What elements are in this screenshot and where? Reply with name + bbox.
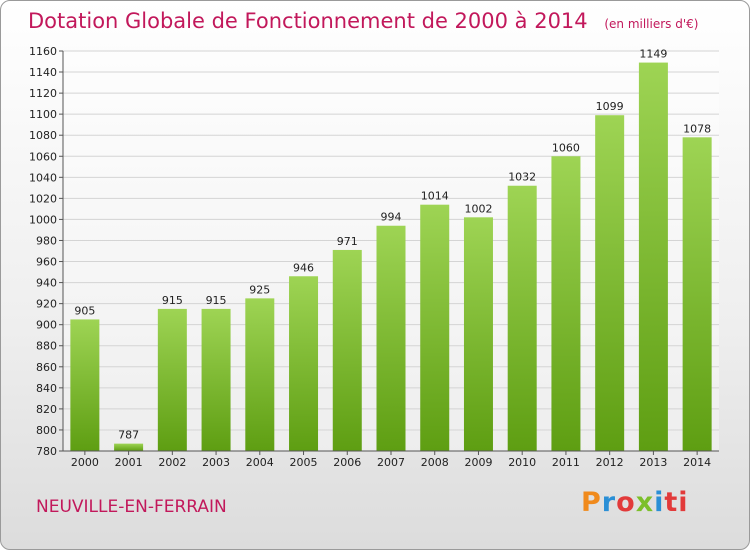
logo-letter: x bbox=[635, 487, 655, 518]
bar bbox=[245, 298, 275, 451]
x-tick-label: 2010 bbox=[508, 456, 536, 469]
data-label: 994 bbox=[381, 211, 402, 224]
chart-subtitle: (en milliers d'€) bbox=[604, 17, 699, 31]
bar bbox=[463, 217, 493, 451]
y-tick-label: 780 bbox=[36, 445, 57, 458]
bar bbox=[114, 443, 144, 451]
x-tick-label: 2002 bbox=[158, 456, 186, 469]
bar bbox=[420, 204, 450, 451]
bar bbox=[507, 185, 537, 451]
x-tick-label: 2009 bbox=[464, 456, 492, 469]
logo-letter: i bbox=[654, 487, 665, 518]
y-tick-label: 1020 bbox=[29, 192, 57, 205]
bar bbox=[332, 249, 362, 451]
y-tick-label: 1080 bbox=[29, 129, 57, 142]
bar bbox=[638, 62, 668, 451]
x-tick-label: 2013 bbox=[639, 456, 667, 469]
y-tick-label: 1140 bbox=[29, 66, 57, 79]
y-tick-label: 820 bbox=[36, 403, 57, 416]
bar bbox=[595, 115, 625, 452]
bar bbox=[157, 308, 187, 451]
y-tick-label: 920 bbox=[36, 298, 57, 311]
bar bbox=[551, 156, 581, 451]
data-label: 946 bbox=[293, 261, 314, 274]
y-tick-label: 980 bbox=[36, 234, 57, 247]
logo-letter: P bbox=[581, 487, 602, 518]
y-tick-label: 900 bbox=[36, 319, 57, 332]
y-tick-label: 1160 bbox=[29, 45, 57, 58]
y-tick-label: 1060 bbox=[29, 150, 57, 163]
x-tick-label: 2004 bbox=[246, 456, 274, 469]
bars: 905 787 915 915 925 946 971 994 1014 1002 1032 1060… bbox=[70, 48, 712, 452]
y-tick-label: 800 bbox=[36, 424, 57, 437]
bar bbox=[70, 319, 100, 451]
y-tick-label: 840 bbox=[36, 382, 57, 395]
x-tick-label: 2008 bbox=[421, 456, 449, 469]
y-tick-label: 940 bbox=[36, 277, 57, 290]
x-tick-label: 2012 bbox=[596, 456, 624, 469]
data-label: 1149 bbox=[639, 48, 667, 61]
y-tick-label: 860 bbox=[36, 361, 57, 374]
x-axis: 2000 2001 2002 2003 2004 2005 2006 2007 2008 2009… bbox=[63, 450, 719, 469]
x-tick-label: 2005 bbox=[290, 456, 318, 469]
y-axis: 780 800 820 840 860 880 900 920 940 960 980 1000 102… bbox=[29, 45, 64, 458]
data-label: 787 bbox=[118, 429, 139, 442]
logo-letter: o bbox=[616, 487, 636, 518]
bar bbox=[289, 276, 319, 451]
data-label: 1002 bbox=[464, 202, 492, 215]
x-tick-label: 2011 bbox=[552, 456, 580, 469]
data-label: 925 bbox=[249, 283, 270, 296]
bar bbox=[201, 308, 231, 451]
logo-letter: r bbox=[601, 487, 617, 518]
y-tick-label: 1040 bbox=[29, 171, 57, 184]
y-tick-label: 1000 bbox=[29, 213, 57, 226]
bar bbox=[376, 225, 406, 451]
x-tick-label: 2006 bbox=[333, 456, 361, 469]
data-label: 915 bbox=[206, 294, 227, 307]
bar bbox=[682, 137, 712, 451]
logo-letter: ti bbox=[664, 487, 689, 518]
data-label: 915 bbox=[162, 294, 183, 307]
chart-title: Dotation Globale de Fonctionnement de 20… bbox=[28, 9, 698, 33]
data-label: 905 bbox=[74, 304, 95, 317]
data-label: 1078 bbox=[683, 122, 711, 135]
y-tick-label: 880 bbox=[36, 340, 57, 353]
data-label: 1060 bbox=[552, 141, 580, 154]
data-label: 1099 bbox=[596, 100, 624, 113]
data-label: 1014 bbox=[421, 190, 449, 203]
x-tick-label: 2001 bbox=[115, 456, 143, 469]
municipality-name: NEUVILLE-EN-FERRAIN bbox=[36, 497, 227, 517]
y-tick-label: 1100 bbox=[29, 108, 57, 121]
y-tick-label: 960 bbox=[36, 256, 57, 269]
data-label: 1032 bbox=[508, 171, 536, 184]
proxiti-logo[interactable]: Proxiti bbox=[581, 487, 689, 518]
x-tick-label: 2000 bbox=[71, 456, 99, 469]
chart-title-text: Dotation Globale de Fonctionnement de 20… bbox=[28, 9, 588, 33]
x-tick-label: 2007 bbox=[377, 456, 405, 469]
x-tick-label: 2003 bbox=[202, 456, 230, 469]
data-label: 971 bbox=[337, 235, 358, 248]
y-tick-label: 1120 bbox=[29, 87, 57, 100]
x-tick-label: 2014 bbox=[683, 456, 711, 469]
